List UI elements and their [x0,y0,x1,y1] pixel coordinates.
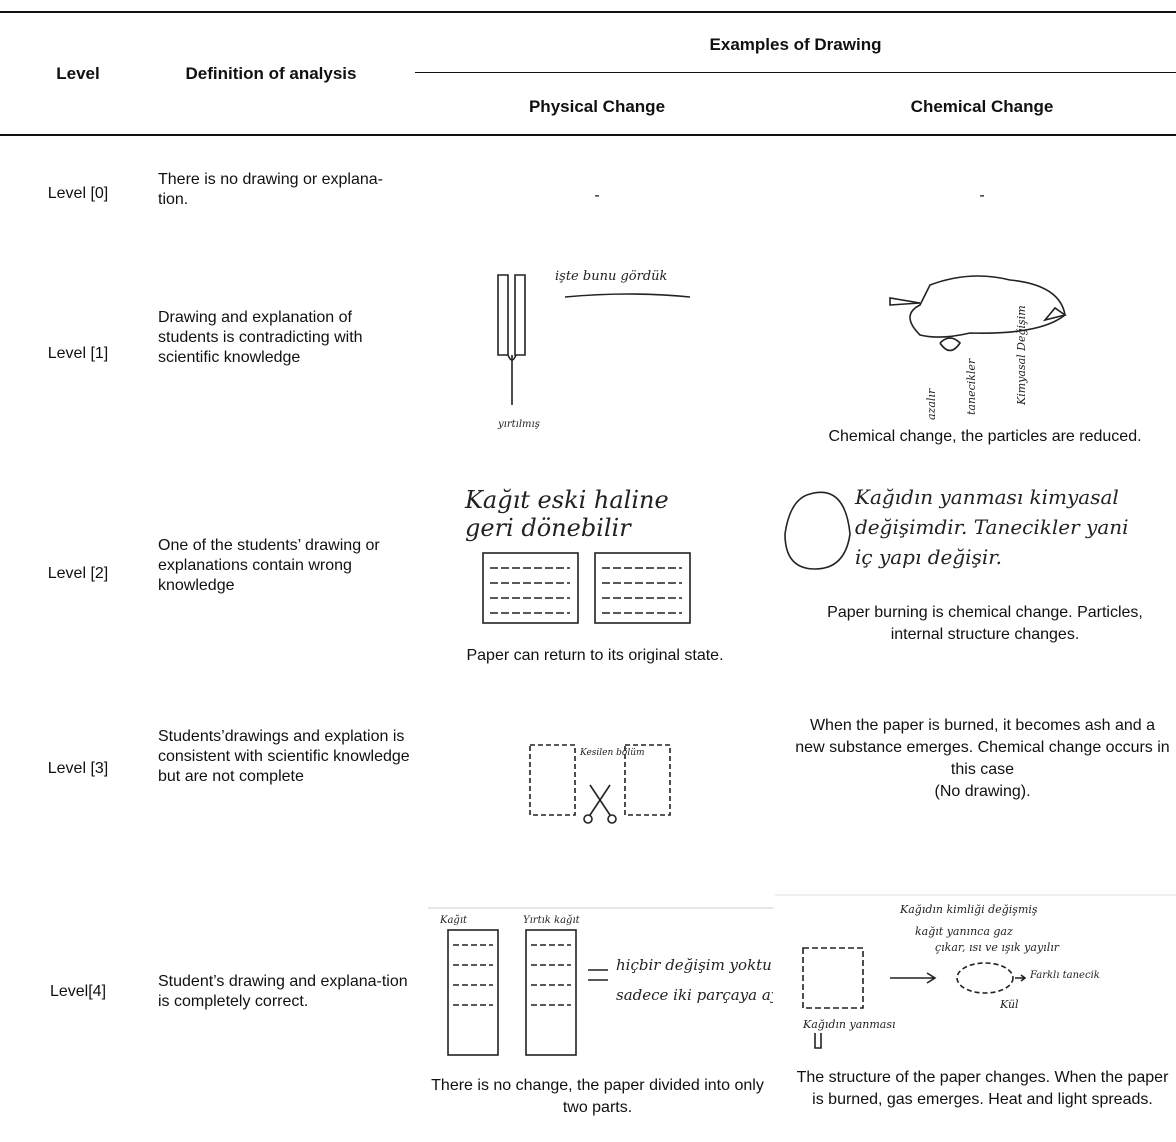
level: Level[4] [49,983,107,1000]
header-examples: Examples of Drawing [709,35,882,54]
handwriting: Kesilen bölüm [579,748,645,758]
handwriting: sadece iki parçaya ayrılmıştır [616,986,773,1004]
note: (No drawing). [934,783,1031,800]
header-chemical: Chemical Change [910,97,1054,116]
definition: Students’drawings and explation is consi… [158,728,410,785]
handwriting: Kül [999,998,1019,1011]
handwriting: Kağıt eski haline [464,486,669,514]
level: Level [1] [47,345,109,362]
level: Level [3] [47,760,109,777]
header-physical: Physical Change [528,97,666,116]
header-rule [415,72,1176,73]
handwriting: kağıt yanınca gaz [915,925,1013,938]
level: Level [2] [47,565,109,582]
definition: There is no drawing or explana-tion. [158,171,384,208]
handwriting: Kağıdın yanması [802,1018,896,1031]
handwriting: değişimdir. Tanecikler yani [855,515,1129,539]
level: Level [0] [47,185,109,202]
caption: There is no change, the paper divided in… [431,1077,764,1116]
drawing: işte bunu gördük yırtılmış [497,269,691,430]
handwriting: Yırtık kağıt [523,915,581,926]
caption: Chemical change, the particles are reduc… [828,428,1142,445]
handwriting: çıkar, ısı ve ışık yayılır [935,941,1060,954]
handwriting: Farklı tanecik [1029,970,1100,981]
handwriting: yırtılmış [497,419,540,430]
drawing: Kağıdın kimliği değişmiş kağıt yanınca g… [775,894,1176,1049]
caption: When the paper is burned, it becomes ash… [795,717,1170,778]
top-rule [0,11,1176,13]
drawing: Kesilen bölüm [529,744,671,824]
handwriting: hiçbir değişim yoktur kağıt [616,956,773,974]
caption: - [594,187,600,204]
drawing: Kağıdın yanması kimyasal değişimdir. Tan… [784,485,1129,570]
caption: - [979,187,985,204]
handwriting: işte bunu gördük [555,269,668,284]
definition: Drawing and explanation of students is c… [158,309,363,366]
caption: Paper burning is chemical change. Partic… [827,604,1143,643]
drawing: Kağıt Yırtık kağıt hiçbir değişim yoktur… [428,907,773,1056]
handwriting: Kimyasal Değişim [1015,305,1028,406]
header-bottom-rule [0,134,1176,136]
drawing: Kağıt eski haline geri dönebilir [464,486,691,624]
handwriting: azalır [925,388,938,420]
caption: Paper can return to its original state. [466,647,724,664]
caption: The structure of the paper changes. When… [796,1069,1169,1108]
drawing: Kimyasal Değişim tanecikler azalır [889,275,1067,420]
handwriting: Kağıt [439,915,468,926]
handwriting: iç yapı değişir. [855,545,1002,569]
header-definition: Definition of analysis [185,64,357,83]
handwriting: tanecikler [965,358,978,415]
definition: One of the students’ drawing or explanat… [158,537,380,594]
handwriting: Kağıdın kimliği değişmiş [899,903,1038,916]
header-level: Level [56,64,100,83]
handwriting: Kağıdın yanması kimyasal [854,485,1119,509]
definition: Student’s drawing and explana-tion is co… [158,973,408,1010]
handwriting: geri dönebilir [465,514,632,542]
